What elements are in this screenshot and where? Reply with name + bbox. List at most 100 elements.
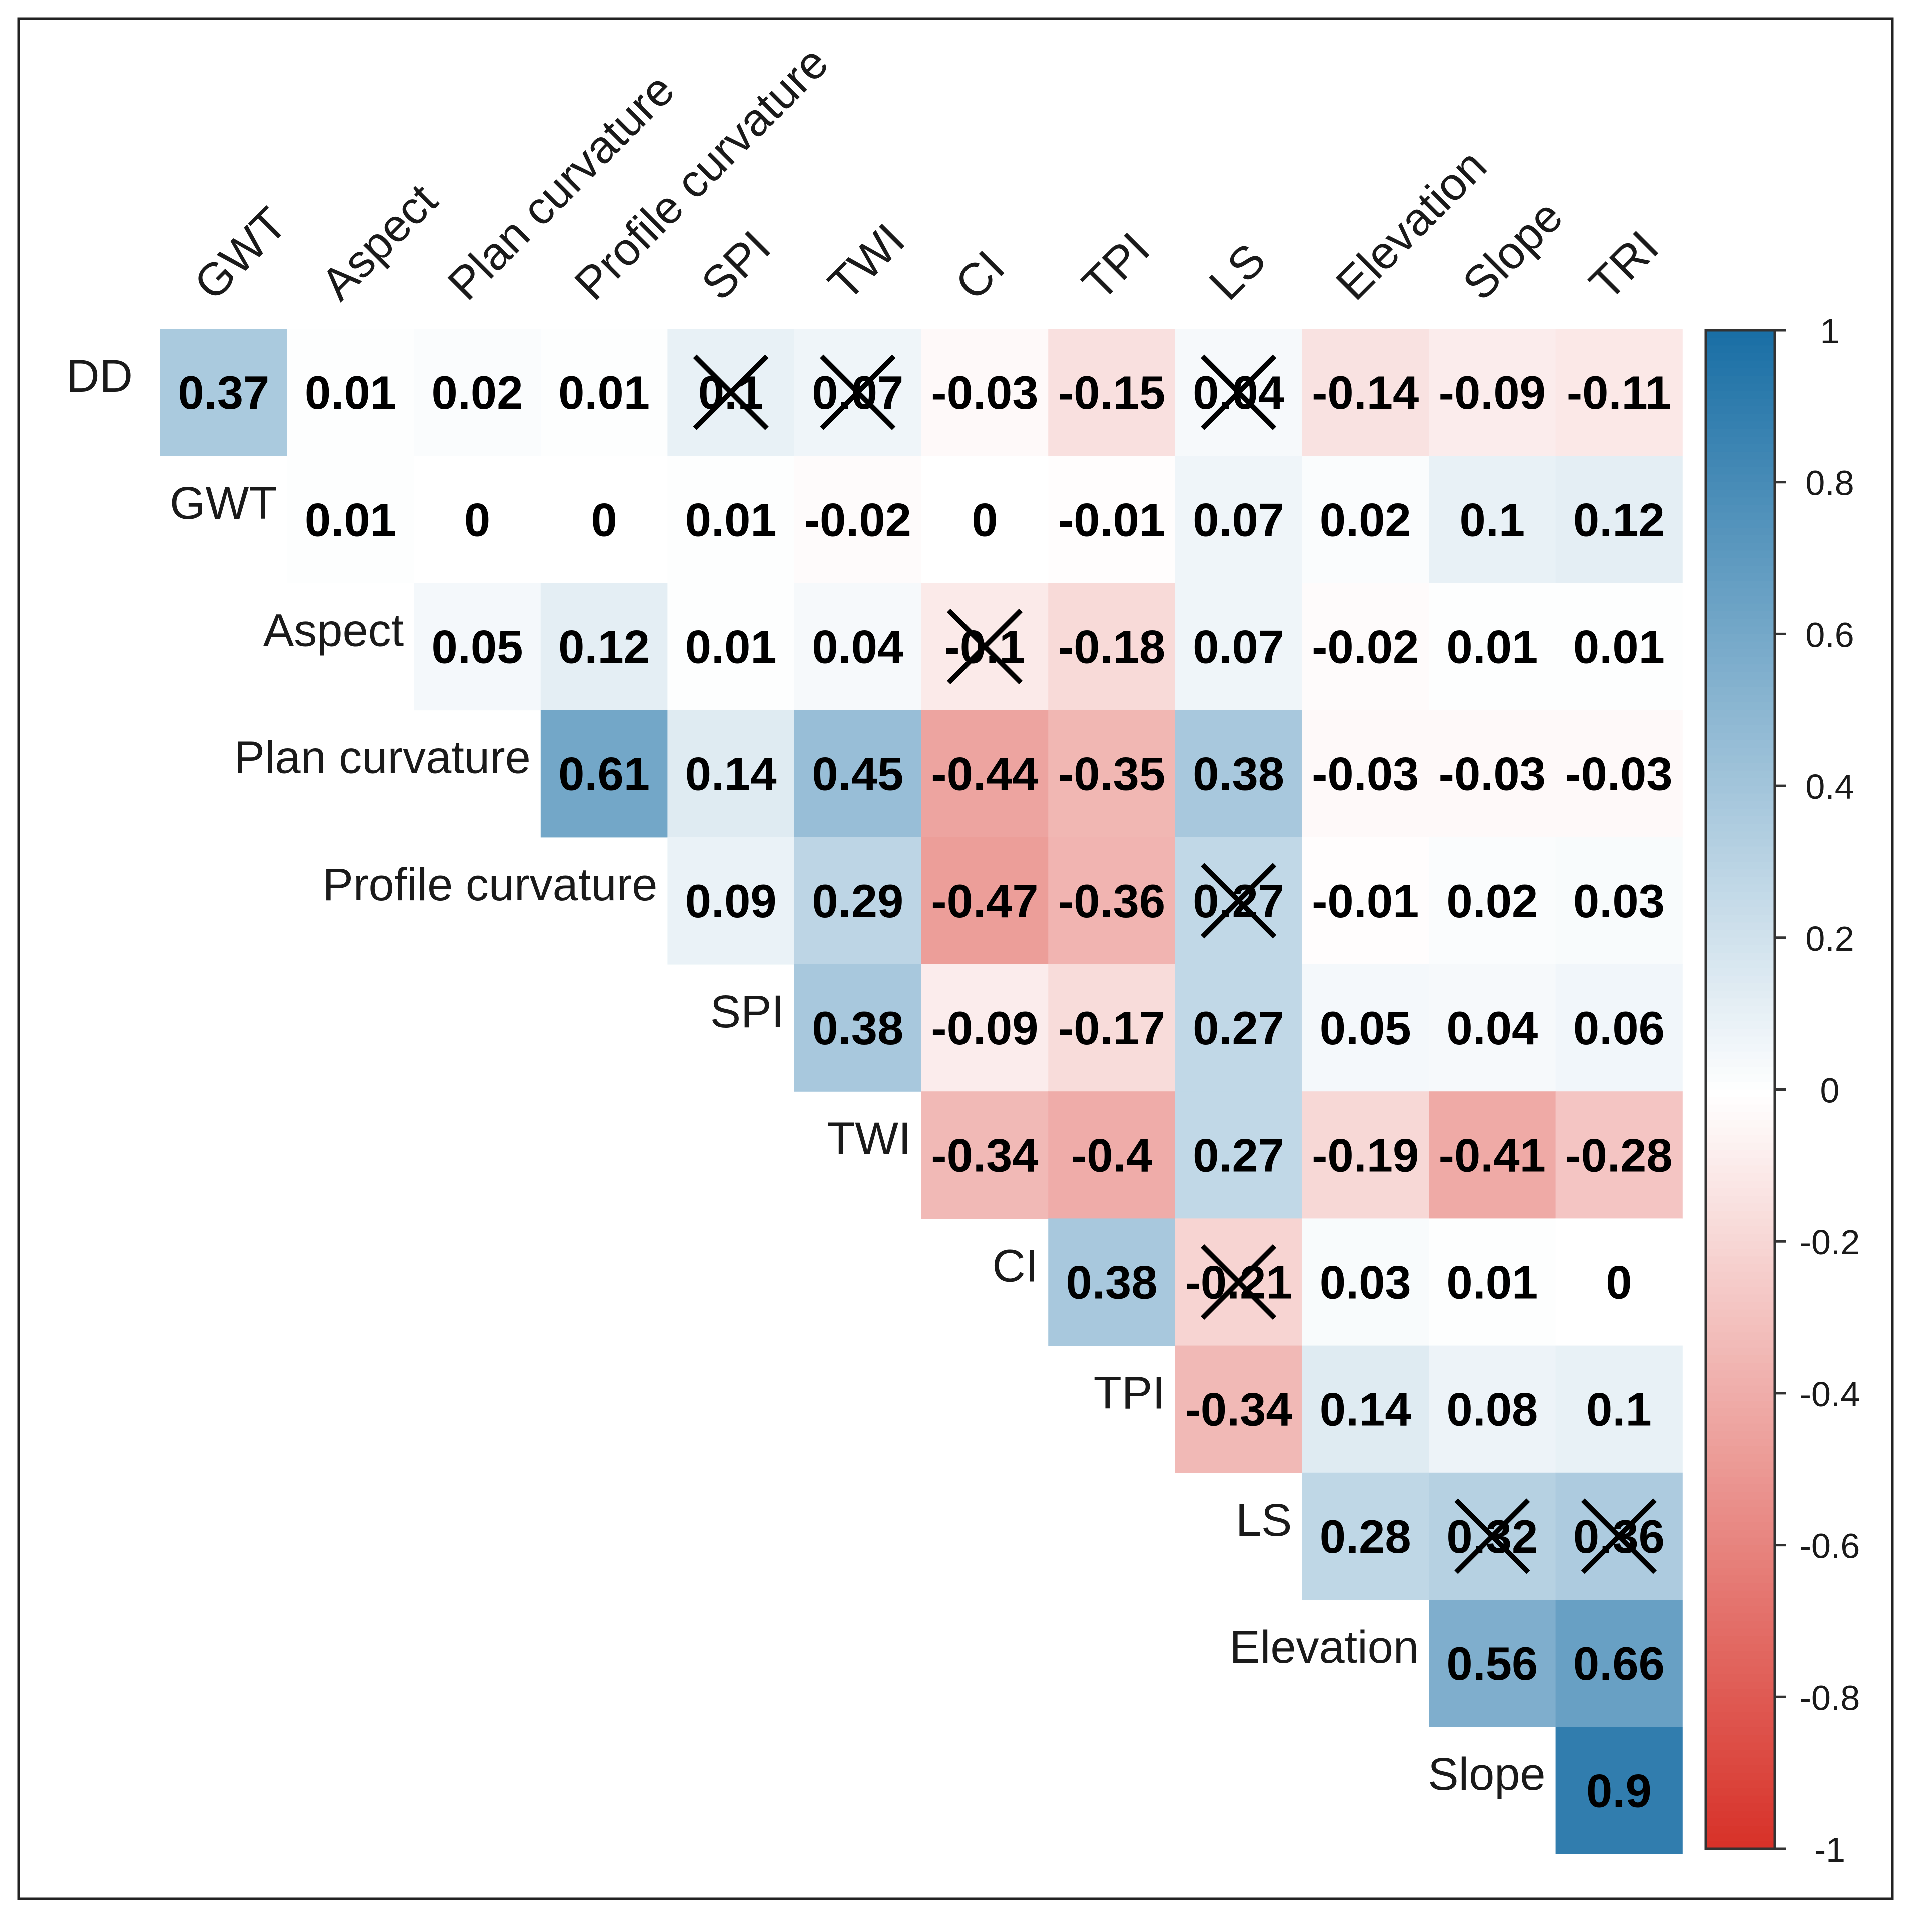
colorbar-gradient-segment xyxy=(1706,1385,1775,1394)
colorbar-gradient-segment xyxy=(1706,861,1775,870)
colorbar-gradient-segment xyxy=(1706,1355,1775,1364)
cell-value-gwt-plan-curvature: 0 xyxy=(464,493,490,546)
cell-value-twi-slope: -0.41 xyxy=(1439,1129,1546,1181)
heatmap-cell-plan-curvature-tpi xyxy=(1048,710,1176,838)
colorbar-gradient-segment xyxy=(1706,1074,1775,1083)
heatmap-cell-aspect-profile-curvature xyxy=(540,583,668,711)
colorbar-gradient-segment xyxy=(1706,429,1775,437)
colorbar-gradient-segment xyxy=(1706,1180,1775,1189)
colorbar-gradient-segment xyxy=(1706,664,1775,673)
colorbar-gradient-segment xyxy=(1706,1234,1775,1242)
colorbar-tick-label: -0.6 xyxy=(1800,1527,1860,1566)
heatmap-cell-gwt-plan-curvature xyxy=(414,456,541,583)
cell-value-aspect-spi: 0.01 xyxy=(685,621,777,673)
heatmap-cell-aspect-plan-curvature xyxy=(414,583,541,711)
colorbar-gradient-segment xyxy=(1706,1309,1775,1318)
heatmap-cell-gwt-profile-curvature xyxy=(540,456,668,583)
colorbar-gradient-segment xyxy=(1706,983,1775,992)
colorbar-gradient-segment xyxy=(1706,915,1775,923)
cell-value-twi-ci: -0.34 xyxy=(931,1129,1038,1181)
colorbar-gradient-segment xyxy=(1706,694,1775,703)
heatmap-cell-dd-plan-curvature xyxy=(414,329,541,456)
colorbar-gradient-segment xyxy=(1706,1271,1775,1280)
heatmap-cell-slope-tri xyxy=(1555,1727,1683,1854)
heatmap-cell-dd-slope xyxy=(1429,329,1556,456)
colorbar-gradient-segment xyxy=(1706,839,1775,847)
colorbar-gradient-segment xyxy=(1706,558,1775,566)
colorbar-gradient-segment xyxy=(1706,1112,1775,1121)
row-label-twi: TWI xyxy=(827,1113,911,1164)
heatmap-cell-spi-tri xyxy=(1555,964,1683,1092)
cell-value-aspect-plan-curvature: 0.05 xyxy=(432,621,523,673)
colorbar-gradient-segment xyxy=(1706,1142,1775,1151)
cell-value-labels: 0.37 0.01 0.02 0.01 0.1 0.07 -0.03 -0.15 0.04 -0.… xyxy=(178,366,1672,1817)
colorbar-gradient-segment xyxy=(1706,1029,1775,1037)
cell-value-aspect-twi: 0.04 xyxy=(812,621,903,673)
colorbar-gradient-segment xyxy=(1706,793,1775,802)
colorbar-gradient-segment xyxy=(1706,748,1775,756)
cell-value-gwt-twi: -0.02 xyxy=(804,493,911,546)
colorbar-gradient-segment xyxy=(1706,1135,1775,1143)
colorbar-gradient-segment xyxy=(1706,831,1775,840)
colorbar-gradient-segment xyxy=(1706,543,1775,551)
colorbar-gradient-segment xyxy=(1706,550,1775,559)
colorbar-gradient-segment xyxy=(1706,672,1775,680)
heatmap-cell-spi-ls xyxy=(1175,964,1302,1092)
cell-value-ci-tri: 0 xyxy=(1606,1256,1632,1309)
cell-value-elevation-tri: 0.66 xyxy=(1573,1637,1665,1690)
colorbar-gradient-segment xyxy=(1706,459,1775,468)
colorbar-gradient-segment xyxy=(1706,1644,1775,1652)
heatmap-cell-spi-elevation xyxy=(1302,964,1429,1092)
cell-value-plan-curvature-tpi: -0.35 xyxy=(1058,748,1165,800)
colorbar-gradient-segment xyxy=(1706,1393,1775,1402)
colorbar-gradient-segment xyxy=(1706,1659,1775,1667)
cell-value-gwt-elevation: 0.02 xyxy=(1320,493,1411,546)
heatmap-cell-ci-tri xyxy=(1555,1218,1683,1346)
colorbar-gradient-segment xyxy=(1706,1697,1775,1705)
heatmap-cell-profile-curvature-twi xyxy=(794,837,922,965)
cell-value-aspect-tri: 0.01 xyxy=(1573,621,1665,673)
colorbar-gradient-segment xyxy=(1706,1287,1775,1295)
colorbar-gradient-segment xyxy=(1706,1249,1775,1257)
colorbar-gradient-segment xyxy=(1706,998,1775,1007)
colorbar-gradient-segment xyxy=(1706,1606,1775,1614)
colorbar-gradient-segment xyxy=(1706,391,1775,399)
colorbar-gradient-segment xyxy=(1706,824,1775,832)
row-label-plan-curvature: Plan curvature xyxy=(234,732,531,783)
colorbar-gradient-segment xyxy=(1706,1469,1775,1477)
colorbar-gradient-segment xyxy=(1706,581,1775,589)
cell-value-ls-elevation: 0.28 xyxy=(1320,1510,1411,1563)
heatmap-cell-dd-aspect xyxy=(287,329,414,456)
colorbar-gradient-segment xyxy=(1706,619,1775,627)
colorbar-gradient-segment xyxy=(1706,846,1775,855)
heatmap-cell-spi-slope xyxy=(1429,964,1556,1092)
cell-value-gwt-tpi: -0.01 xyxy=(1058,493,1165,546)
colorbar-gradient-segment xyxy=(1706,641,1775,650)
cell-value-ci-slope: 0.01 xyxy=(1446,1256,1538,1309)
heatmap-cell-dd-elevation xyxy=(1302,329,1429,456)
colorbar-gradient-segment xyxy=(1706,1188,1775,1197)
cell-value-dd-tpi: -0.15 xyxy=(1058,366,1165,419)
colorbar-gradient-segment xyxy=(1706,330,1775,339)
colorbar-gradient-segment xyxy=(1706,406,1775,415)
colorbar-gradient-segment xyxy=(1706,1218,1775,1227)
heatmap-cell-gwt-elevation xyxy=(1302,456,1429,583)
cell-value-twi-tri: -0.28 xyxy=(1565,1129,1672,1181)
colorbar-gradient-segment xyxy=(1706,1439,1775,1447)
cell-value-gwt-slope: 0.1 xyxy=(1459,493,1525,546)
colorbar-gradient-segment xyxy=(1706,1325,1775,1333)
heatmap-cell-gwt-spi xyxy=(667,456,795,583)
colorbar-gradient-segment xyxy=(1706,1416,1775,1424)
colorbar-gradient-segment xyxy=(1706,1051,1775,1060)
colorbar-gradient-segment xyxy=(1706,1522,1775,1531)
colorbar-tick-label: -0.4 xyxy=(1800,1375,1860,1414)
colorbar-gradient-segment xyxy=(1706,732,1775,741)
colorbar-gradient-segment xyxy=(1706,603,1775,612)
colorbar-gradient-segment xyxy=(1706,907,1775,916)
colorbar-gradient-segment xyxy=(1706,1674,1775,1682)
cross-mark-aspect-ci xyxy=(946,608,1023,685)
cell-value-twi-elevation: -0.19 xyxy=(1312,1129,1419,1181)
colorbar-gradient-segment xyxy=(1706,945,1775,954)
heatmap-cell-twi-ci xyxy=(921,1091,1049,1219)
colorbar-tick-label: -0.2 xyxy=(1800,1223,1860,1262)
